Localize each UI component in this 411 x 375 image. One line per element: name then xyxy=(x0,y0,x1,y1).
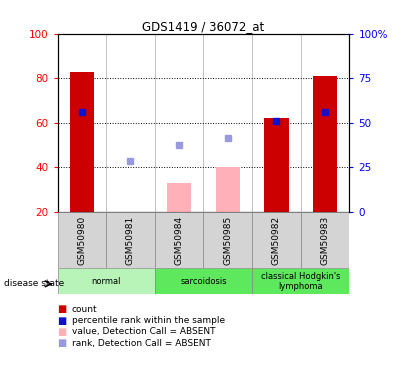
Text: GSM50981: GSM50981 xyxy=(126,215,135,265)
Bar xyxy=(203,212,252,268)
Bar xyxy=(155,212,203,268)
Text: ■: ■ xyxy=(58,327,67,337)
Bar xyxy=(252,212,301,268)
Text: disease state: disease state xyxy=(4,279,65,288)
Bar xyxy=(301,212,349,268)
Text: percentile rank within the sample: percentile rank within the sample xyxy=(72,316,225,325)
Text: GSM50985: GSM50985 xyxy=(223,215,232,265)
Text: rank, Detection Call = ABSENT: rank, Detection Call = ABSENT xyxy=(72,339,211,348)
Text: GSM50980: GSM50980 xyxy=(77,215,86,265)
Text: ■: ■ xyxy=(58,304,67,314)
Bar xyxy=(313,76,337,212)
Title: GDS1419 / 36072_at: GDS1419 / 36072_at xyxy=(142,20,265,33)
Text: classical Hodgkin's
lymphoma: classical Hodgkin's lymphoma xyxy=(261,272,340,291)
Text: normal: normal xyxy=(91,277,121,286)
Bar xyxy=(106,212,155,268)
Text: GSM50984: GSM50984 xyxy=(175,215,184,265)
Bar xyxy=(167,183,191,212)
Text: ■: ■ xyxy=(58,338,67,348)
Text: sarcoidosis: sarcoidosis xyxy=(180,277,227,286)
Bar xyxy=(264,118,289,212)
Bar xyxy=(155,268,252,294)
Bar xyxy=(58,212,106,268)
Text: count: count xyxy=(72,305,97,314)
Text: ■: ■ xyxy=(58,316,67,326)
Bar xyxy=(70,72,94,212)
Bar xyxy=(216,167,240,212)
Text: GSM50983: GSM50983 xyxy=(321,215,330,265)
Text: GSM50982: GSM50982 xyxy=(272,215,281,265)
Bar xyxy=(58,268,155,294)
Bar xyxy=(252,268,349,294)
Text: value, Detection Call = ABSENT: value, Detection Call = ABSENT xyxy=(72,327,215,336)
